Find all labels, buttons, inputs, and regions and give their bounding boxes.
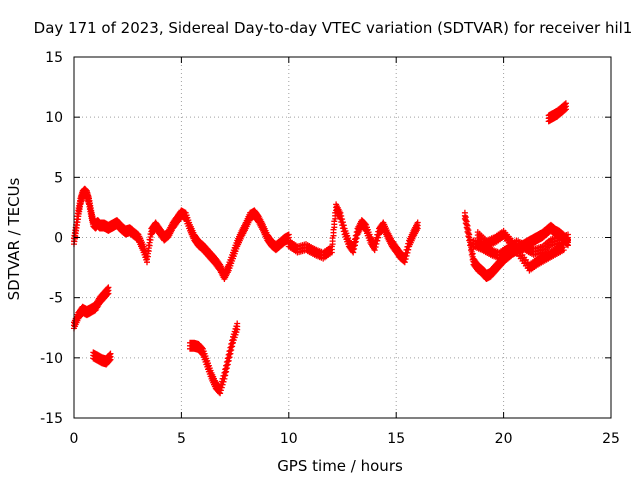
y-tick-label: 15	[45, 50, 63, 66]
series-arc-5	[187, 320, 241, 397]
data-point-markers	[470, 231, 571, 262]
data-point-markers	[90, 349, 114, 368]
y-tick-label: 5	[54, 170, 63, 186]
series-arc-4	[90, 349, 114, 368]
y-tick-label: -15	[40, 411, 63, 427]
x-tick-label: 20	[495, 431, 513, 447]
data-point-markers	[474, 227, 567, 274]
series-arc-8	[474, 227, 567, 274]
data-point-markers	[187, 320, 241, 397]
series-arc-9	[545, 100, 569, 125]
data-point-markers	[545, 100, 569, 125]
x-tick-label: 5	[177, 431, 186, 447]
data-point-markers	[71, 284, 112, 332]
y-axis-label: SDTVAR / TECUs	[5, 177, 23, 300]
series-arc-2	[285, 201, 421, 266]
chart-title: Day 171 of 2023, Sidereal Day-to-day VTE…	[34, 19, 633, 37]
series-arc-7	[470, 231, 571, 262]
y-tick-label: -5	[49, 291, 63, 307]
axis-ticks: 0 5 10 15 20 25 -15 -10 -5 0 5 10 15	[40, 50, 620, 447]
y-tick-label: -10	[40, 351, 63, 367]
y-tick-label: 10	[45, 110, 63, 126]
x-tick-label: 15	[387, 431, 405, 447]
data-point-markers	[285, 201, 421, 266]
x-tick-label: 10	[280, 431, 298, 447]
data-points	[71, 100, 571, 397]
x-axis-label: GPS time / hours	[277, 457, 403, 475]
x-tick-label: 25	[602, 431, 620, 447]
x-tick-label: 0	[70, 431, 79, 447]
series-arc-3	[71, 284, 112, 332]
y-tick-label: 0	[54, 231, 63, 247]
